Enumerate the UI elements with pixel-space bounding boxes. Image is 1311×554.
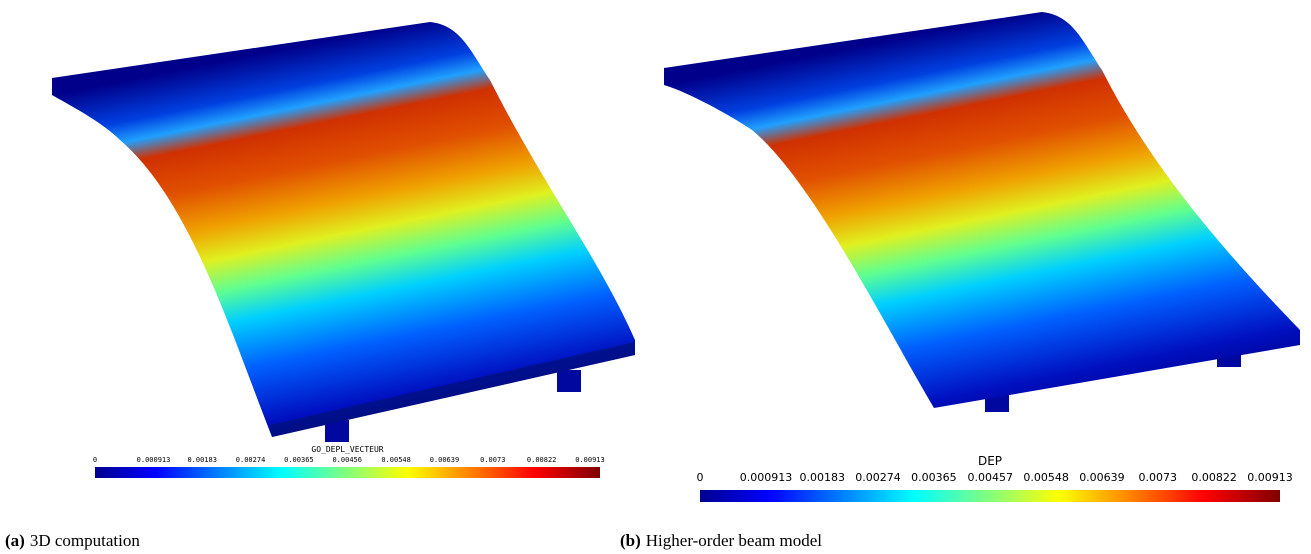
- caption-label: (a): [5, 531, 25, 550]
- colorbar-tick-label: 0.00548: [381, 456, 411, 464]
- colorbar-tick-label: 0.00639: [1079, 471, 1125, 484]
- caption-text: Higher-order beam model: [646, 531, 822, 550]
- colorbar-tick-label: 0.00913: [575, 456, 605, 464]
- colorbar-tick-label: 0.00183: [799, 471, 845, 484]
- deformed-structure: [52, 22, 635, 437]
- caption-text: 3D computation: [30, 531, 141, 550]
- colorbar-tick-label: 0.00274: [236, 456, 266, 464]
- colorbar-tick-label: 0.00457: [968, 471, 1014, 484]
- colorbar-tick-label: 0.0073: [1139, 471, 1178, 484]
- caption-label: (b): [620, 531, 641, 550]
- colorbar-tick-label: 0.00639: [430, 456, 460, 464]
- colorbar-tick-label: 0.00822: [527, 456, 557, 464]
- deformed-structure: [664, 12, 1300, 408]
- support: [325, 420, 349, 442]
- caption: (b) Higher-order beam model: [620, 531, 822, 550]
- colorbar-tick-label: 0.00456: [332, 456, 362, 464]
- colorbar-tick-label: 0.00913: [1247, 471, 1293, 484]
- colorbar-tick-label: 0.000913: [740, 471, 793, 484]
- colorbar-tick-label: 0: [93, 456, 97, 464]
- colorbar-tick-label: 0: [697, 471, 704, 484]
- edge: [270, 342, 635, 437]
- panel-a-render: [52, 22, 635, 442]
- colorbar-tick-label: 0.0073: [480, 456, 505, 464]
- colorbar-tick-label: 0.00274: [855, 471, 901, 484]
- colorbar-title: GO_DEPL_VECTEUR: [311, 445, 383, 454]
- colorbar-tick-label: 0.000913: [137, 456, 171, 464]
- colorbar-tick-label: 0.00365: [911, 471, 957, 484]
- colorbar: [700, 490, 1280, 502]
- colorbar-tick-label: 0.00822: [1191, 471, 1237, 484]
- colorbar: [95, 467, 600, 478]
- caption: (a) 3D computation: [5, 531, 140, 550]
- colorbar-tick-label: 0.00548: [1023, 471, 1069, 484]
- colorbar-tick-label: 0.00365: [284, 456, 314, 464]
- support: [557, 370, 581, 392]
- colorbar-tick-label: 0.00183: [187, 456, 217, 464]
- panel-b-render: [664, 12, 1300, 412]
- colorbar-title: DEP: [978, 454, 1002, 468]
